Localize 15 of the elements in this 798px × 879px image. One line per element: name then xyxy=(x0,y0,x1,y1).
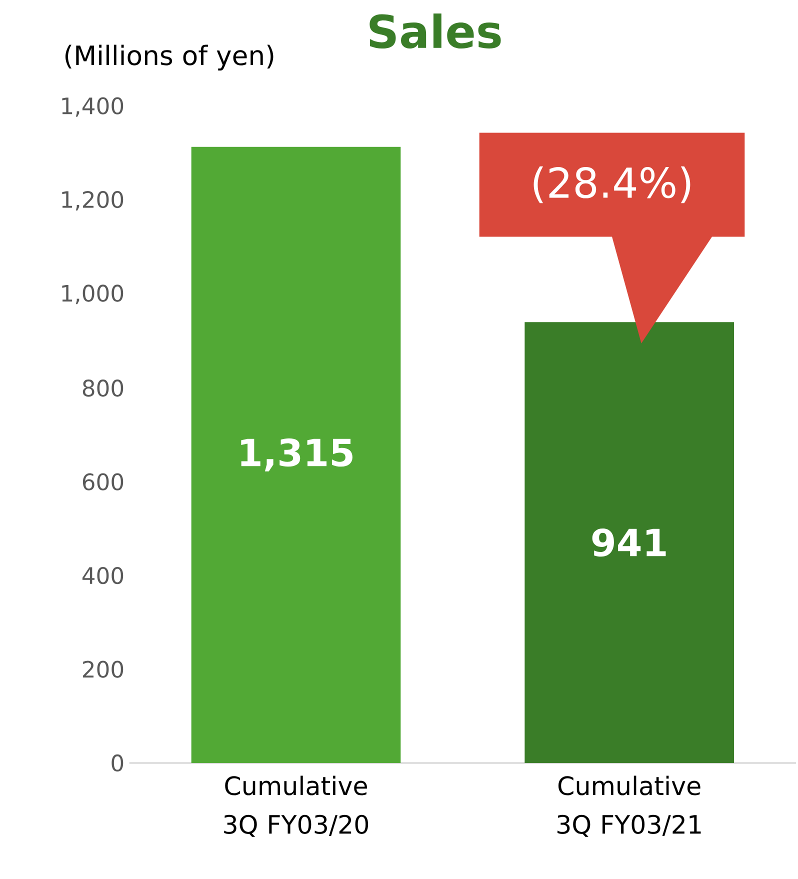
y-tick-label: 1,000 xyxy=(62,284,124,304)
y-tick-label: 400 xyxy=(82,566,124,584)
y-axis-title: (Millions of yen) xyxy=(65,44,274,71)
annotation: (28.4%) xyxy=(534,166,690,204)
data-label: 941 xyxy=(592,528,666,557)
y-tick-label: 800 xyxy=(82,380,124,397)
x-tick-label: Cumulative 3Q FY03/20 xyxy=(224,776,368,837)
y-tick-label: 0 xyxy=(112,754,124,772)
y-tick-label: 200 xyxy=(83,660,124,678)
y-tick-label: 1,200 xyxy=(62,190,124,210)
y-tick-label: 1,400 xyxy=(62,97,124,117)
x-tick-label: Cumulative 3Q FY03/21 xyxy=(557,776,701,837)
y-tick-label: 600 xyxy=(82,473,124,490)
data-label: 1,315 xyxy=(241,438,352,472)
chart-title: Sales xyxy=(370,13,501,49)
